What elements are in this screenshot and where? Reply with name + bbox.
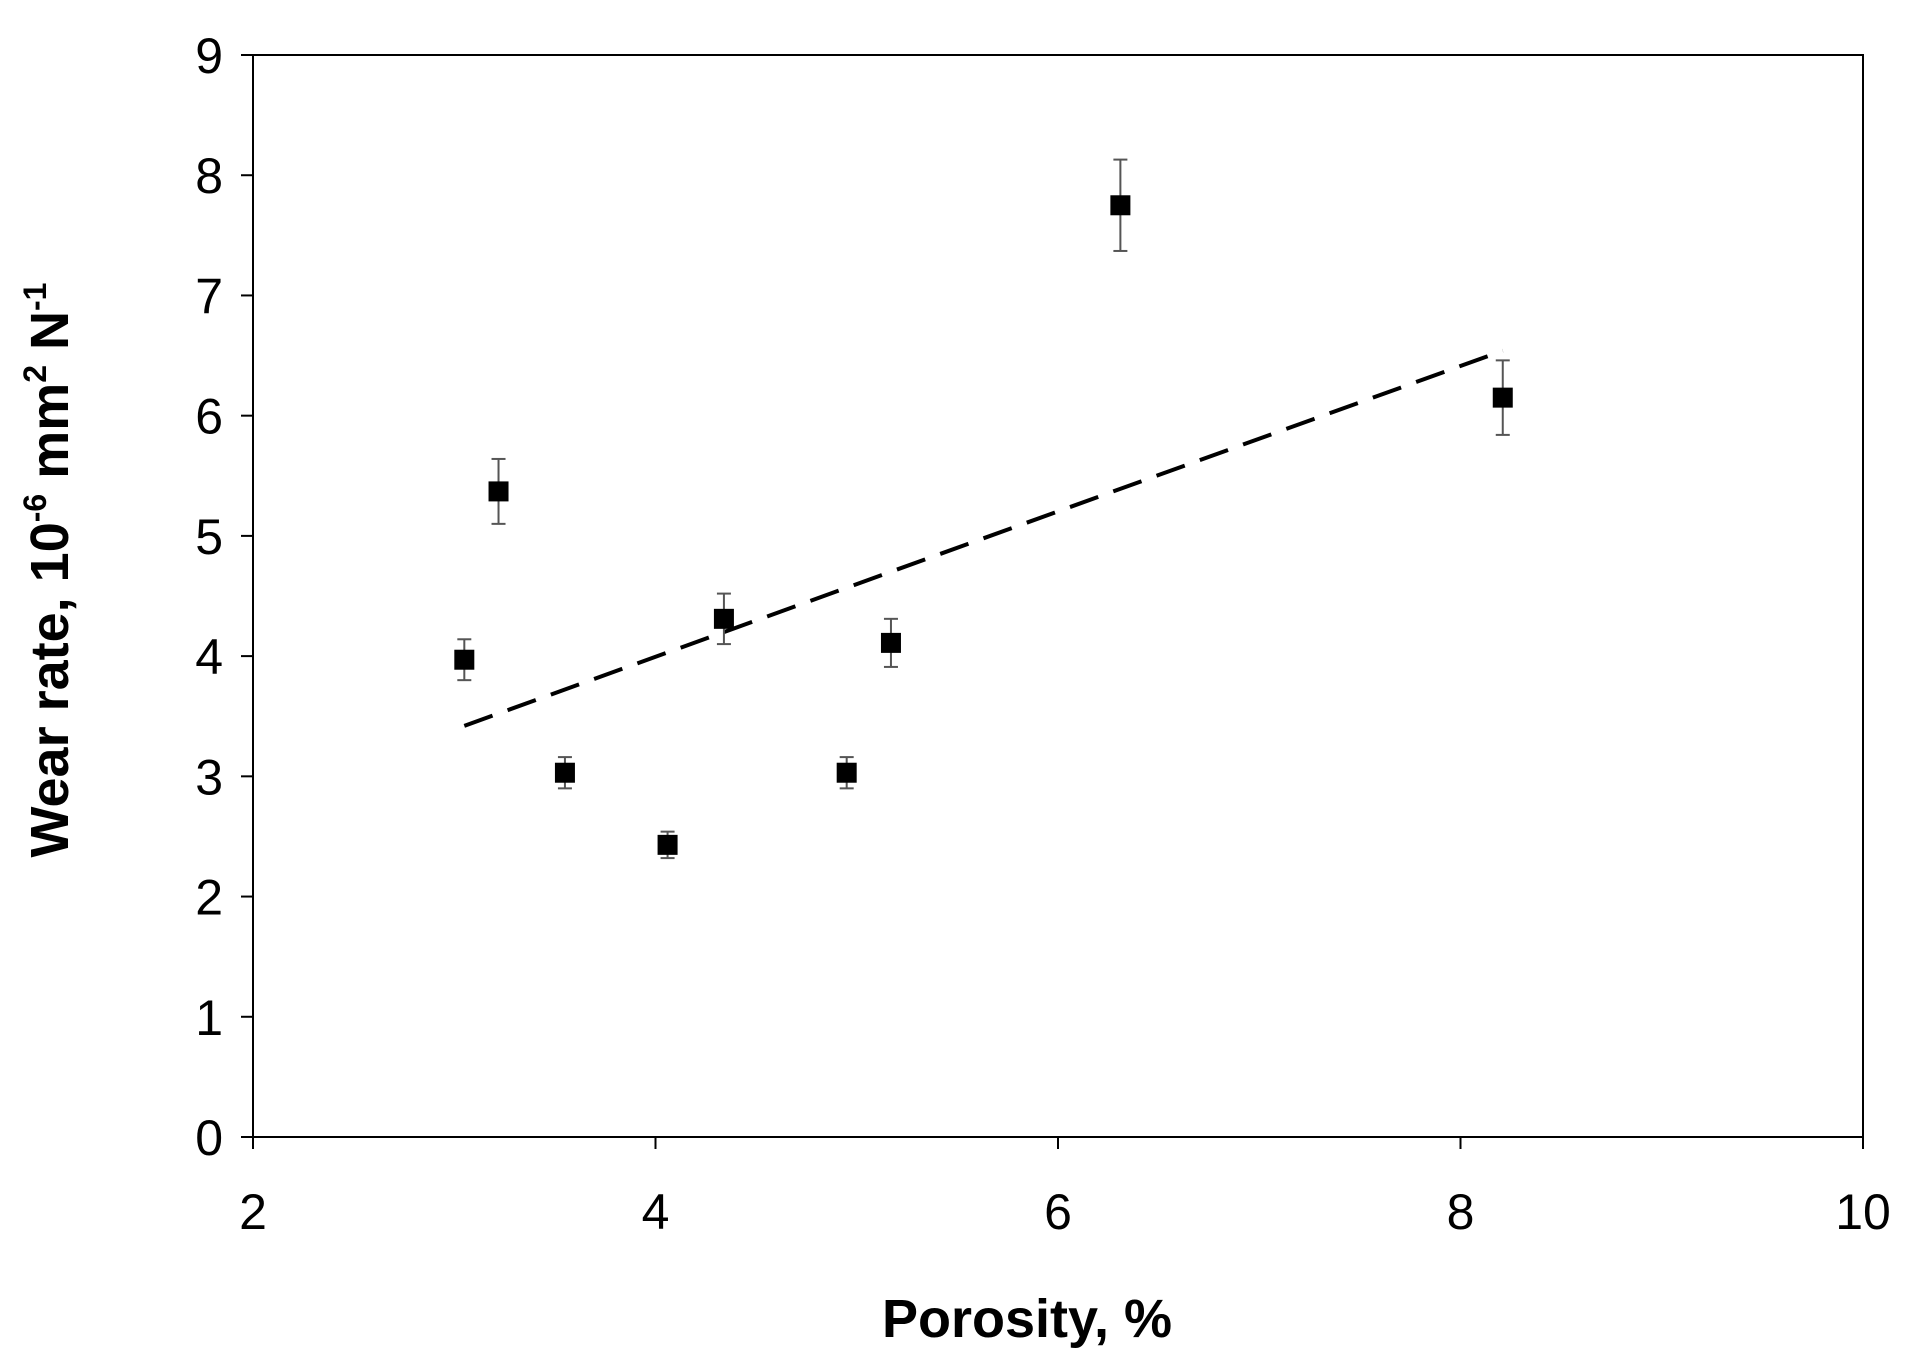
y-tick-label: 9 [195, 28, 223, 84]
y-tick-label: 0 [195, 1110, 223, 1166]
data-point [836, 762, 857, 783]
data-point [554, 762, 575, 783]
x-tick-label: 8 [1447, 1184, 1475, 1240]
data-point [488, 481, 509, 502]
y-tick-label: 2 [195, 870, 223, 926]
data-point [880, 632, 901, 653]
y-tick-label: 6 [195, 389, 223, 445]
data-point [713, 608, 734, 629]
y-axis-title: Wear rate, 10-6 mm2 N-1 [17, 283, 80, 858]
y-tick-label: 1 [195, 990, 223, 1046]
x-axis-title: Porosity, % [882, 1289, 1172, 1349]
data-point [1492, 387, 1513, 408]
y-tick-label: 5 [195, 509, 223, 565]
plot-frame [252, 54, 1864, 1138]
trendline [463, 348, 1504, 728]
y-tick-label: 8 [195, 148, 223, 204]
y-tick-label: 7 [195, 268, 223, 324]
data-point [454, 649, 475, 670]
x-tick-label: 2 [239, 1184, 267, 1240]
x-tick-label: 10 [1835, 1184, 1891, 1240]
y-tick-label: 3 [195, 749, 223, 805]
x-tick-label: 4 [642, 1184, 670, 1240]
data-point [1110, 195, 1131, 216]
data-point [657, 834, 678, 855]
y-tick-label: 4 [195, 629, 223, 685]
x-tick-label: 6 [1044, 1184, 1072, 1240]
